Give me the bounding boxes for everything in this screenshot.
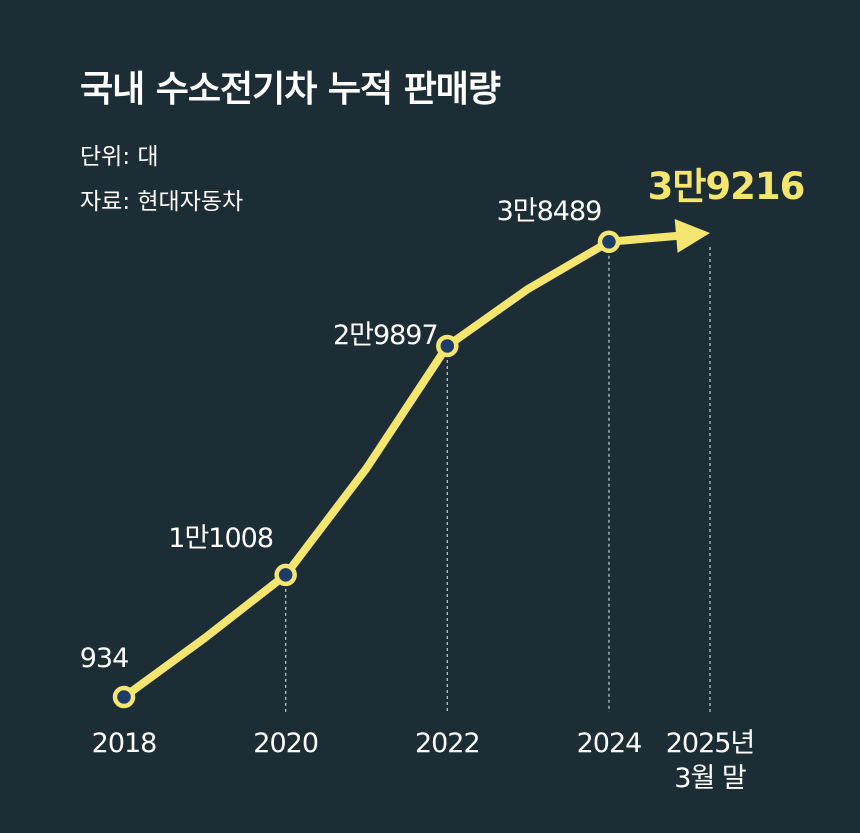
data-label-highlight: 3만9216 [648, 165, 805, 208]
x-tick-label: 2020 [253, 728, 318, 759]
chart-title: 국내 수소전기차 누적 판매량 [80, 69, 501, 110]
x-tick-line: 2018 [92, 728, 157, 759]
data-point-marker [597, 230, 621, 254]
data-label: 934 [80, 643, 129, 674]
x-tick-label: 2022 [415, 728, 480, 759]
x-tick-label: 2018 [92, 728, 157, 759]
series-line [120, 231, 685, 701]
x-tick-line: 2022 [415, 728, 480, 759]
data-point-marker [274, 563, 297, 587]
x-tick-line: 2025년 [666, 728, 755, 759]
data-point-marker [436, 334, 459, 358]
x-tick-line: 2024 [577, 728, 642, 759]
series-line-group [120, 219, 710, 701]
unit-label: 단위: 대 [80, 144, 159, 170]
x-tick-label: 2024 [577, 728, 642, 759]
source-label: 자료: 현대자동차 [80, 189, 244, 215]
data-label: 2만9897 [333, 320, 438, 351]
x-tick-group: 2018 2020 2022 2024 2025년 3월 말 [92, 728, 756, 794]
guide-lines [285, 247, 711, 712]
data-point-marker [112, 685, 136, 709]
data-label: 3만8489 [497, 196, 602, 227]
x-tick-line: 2020 [253, 728, 318, 759]
arrowhead-icon [674, 219, 710, 253]
x-tick-line: 3월 말 [674, 763, 746, 794]
data-label: 1만1008 [168, 523, 273, 554]
marker-group [112, 230, 621, 709]
x-tick-label: 2025년 3월 말 [666, 728, 755, 794]
data-label-group: 934 1만1008 2만9897 3만8489 3만9216 [80, 165, 806, 674]
